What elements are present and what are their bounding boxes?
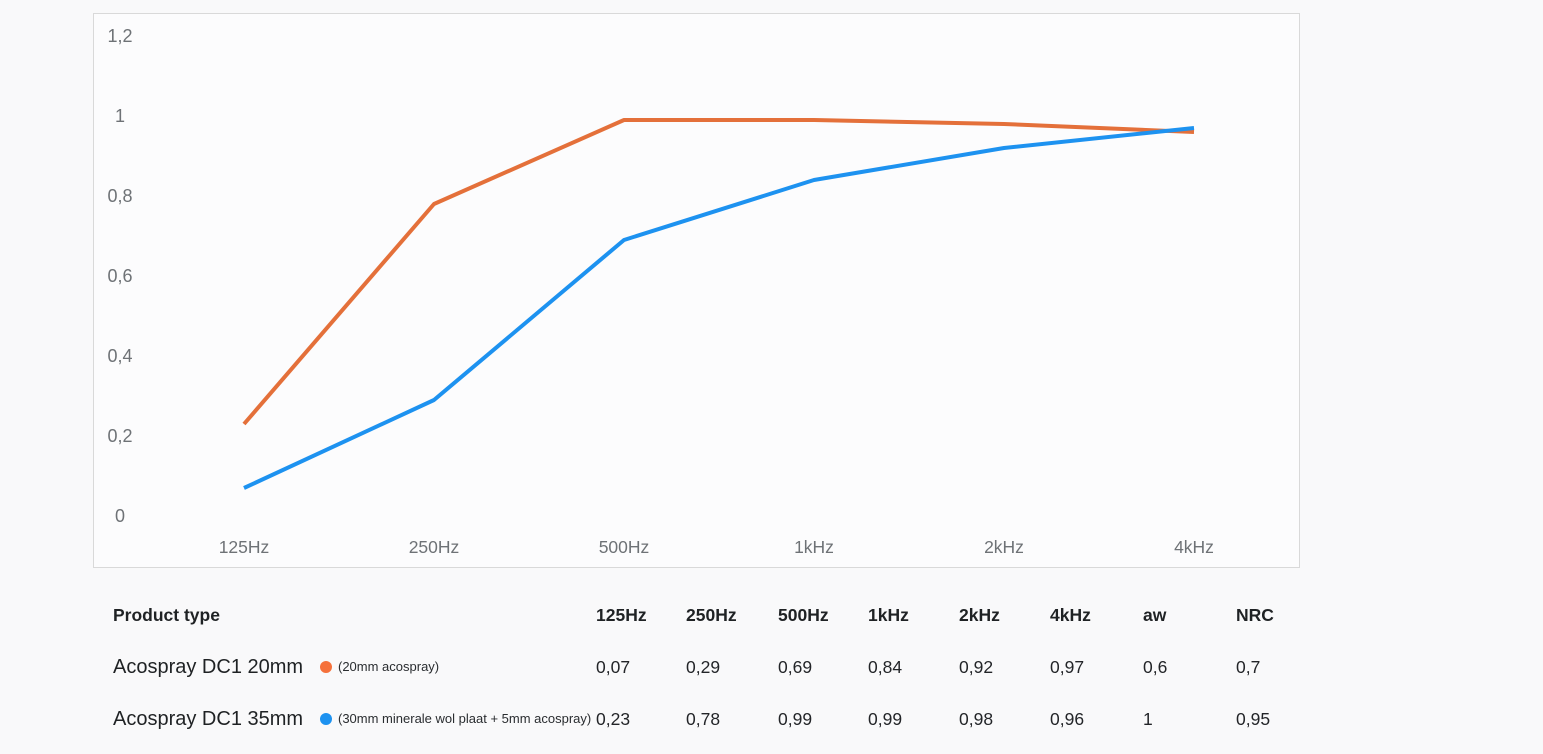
table-value: 0,78	[686, 709, 721, 729]
y-tick-label: 0	[114, 506, 125, 526]
y-tick-label: 0,8	[107, 186, 133, 206]
table-value: 0,95	[1236, 709, 1271, 729]
table-value: 0,7	[1236, 657, 1261, 677]
table-value: 0,97	[1050, 657, 1085, 677]
column-header: 125Hz	[596, 605, 647, 625]
column-header: aw	[1143, 605, 1167, 625]
x-tick-label: 125Hz	[218, 537, 270, 557]
table-value: 0,99	[868, 709, 903, 729]
table-value: 0,69	[778, 657, 813, 677]
product-name: Acospray DC1 20mm	[113, 656, 304, 678]
table-value: 0,29	[686, 657, 721, 677]
table-value: 0,23	[596, 709, 631, 729]
series-line	[243, 126, 1195, 490]
table-value: 0,07	[596, 657, 631, 677]
y-tick-label: 0,2	[107, 426, 133, 446]
series-color-dot	[320, 661, 332, 673]
table-value: 1	[1143, 709, 1153, 729]
column-header: NRC	[1236, 605, 1274, 625]
x-tick-label: 4kHz	[1174, 537, 1214, 557]
table-value: 0,84	[868, 657, 903, 677]
x-tick-label: 2kHz	[984, 537, 1024, 557]
table-value: 0,92	[959, 657, 994, 677]
chart-lines	[242, 118, 1195, 490]
absorption-line-chart: 1,2 1 0,8 0,6 0,4 0,2 0 125Hz 250Hz 500Hz 1kHz 2kH…	[93, 13, 1300, 568]
product-note: (30mm minerale wol plaat + 5mm acospray)	[338, 711, 592, 726]
product-type-header: Product type	[113, 605, 220, 625]
table-value: 0,96	[1050, 709, 1085, 729]
column-header: 250Hz	[686, 605, 737, 625]
table-value: 0,6	[1143, 657, 1168, 677]
table-value: 0,98	[959, 709, 994, 729]
series-line	[242, 118, 1195, 426]
table-value: 0,99	[778, 709, 813, 729]
column-header: 2kHz	[959, 605, 1000, 625]
y-tick-label: 1	[114, 106, 125, 126]
x-tick-label: 250Hz	[408, 537, 460, 557]
product-name: Acospray DC1 35mm	[113, 708, 304, 730]
y-tick-label: 0,4	[107, 346, 133, 366]
column-header: 500Hz	[778, 605, 829, 625]
y-tick-label: 0,6	[107, 266, 133, 286]
product-note: (20mm acospray)	[338, 659, 440, 674]
y-tick-label: 1,2	[107, 26, 133, 46]
column-header: 4kHz	[1050, 605, 1091, 625]
x-tick-label: 500Hz	[598, 537, 650, 557]
series-color-dot	[320, 713, 332, 725]
x-tick-label: 1kHz	[794, 537, 834, 557]
column-header: 1kHz	[868, 605, 909, 625]
